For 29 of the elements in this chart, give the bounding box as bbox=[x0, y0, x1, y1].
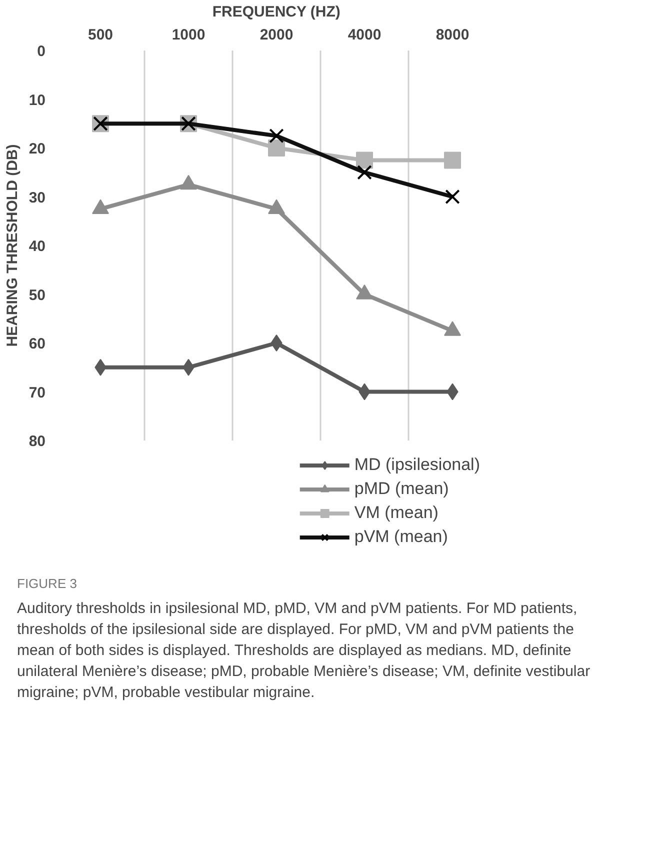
y-tick-label: 20 bbox=[28, 140, 46, 158]
x-tick-label: 4000 bbox=[348, 26, 382, 44]
point bbox=[357, 165, 372, 180]
point bbox=[268, 140, 285, 156]
point bbox=[444, 152, 461, 169]
y-tick-label: 40 bbox=[28, 238, 46, 255]
y-tick-label: 10 bbox=[28, 92, 46, 109]
text: Auditory thresholds in ipsilesional MD, pMD, VM and pVM patients. For MD patients, thresholds of the ipsilesional side are displayed. For pMD, VM and pVM patients the mean of both sides is displayed. Thresholds are displayed as medians. MD, definite unilateral Menière’s disease; pMD, probable Menière’s disease; VM, definite vestibular migraine; pVM, probable vestibular migraine. bbox=[17, 598, 592, 703]
y-tick-label: 70 bbox=[28, 384, 46, 402]
x-tick-label: 500 bbox=[88, 26, 114, 44]
legend-label: MD (ipsilesional) bbox=[354, 455, 480, 475]
point bbox=[356, 152, 373, 169]
point bbox=[269, 128, 284, 144]
x-tick-label: 1000 bbox=[172, 26, 206, 44]
x-axis-title: FREQUENCY (HZ) bbox=[212, 4, 340, 20]
y-tick-label: 80 bbox=[28, 433, 46, 450]
caption: FIGURE 3 bbox=[17, 575, 78, 593]
x-tick-label: 2000 bbox=[260, 26, 294, 44]
legend-label: VM (mean) bbox=[354, 503, 438, 523]
y-tick-label: 30 bbox=[28, 189, 46, 206]
point bbox=[445, 189, 460, 204]
y-tick-label: 0 bbox=[37, 43, 46, 60]
legend-label: pMD (mean) bbox=[354, 479, 449, 499]
y-axis-title: HEARING THRESHOLD (DB) bbox=[4, 144, 21, 347]
y-tick-label: 60 bbox=[28, 336, 46, 352]
y-tick-label: 50 bbox=[28, 286, 46, 304]
legend-label: pVM (mean) bbox=[354, 527, 448, 547]
point bbox=[270, 334, 282, 352]
x-tick-label: 8000 bbox=[436, 26, 470, 44]
